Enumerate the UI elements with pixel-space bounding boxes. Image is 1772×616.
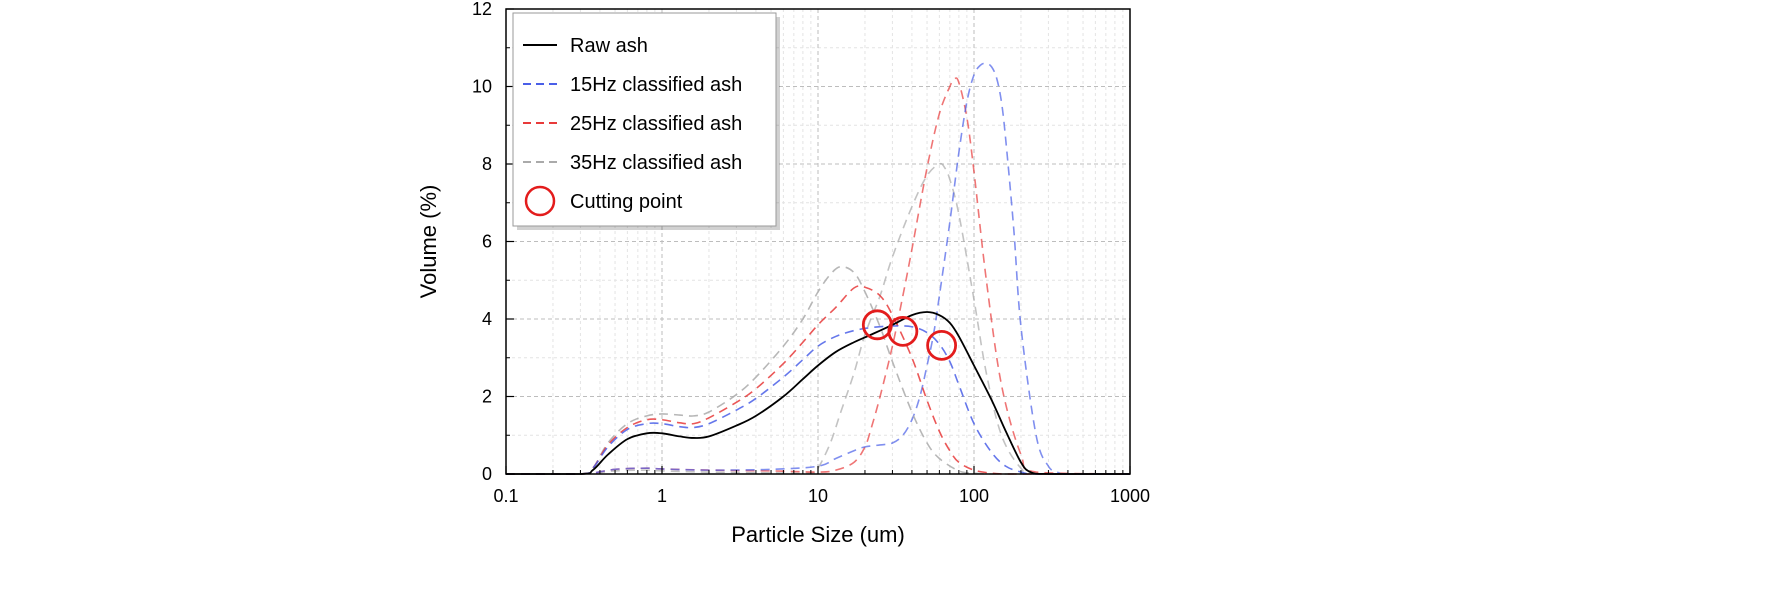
series-line-35hz-classified-ash [506, 265, 1130, 475]
x-axis-title: Particle Size (um) [731, 522, 905, 547]
y-tick-label: 0 [482, 464, 492, 484]
legend-label-cutting-point: Cutting point [570, 191, 683, 213]
y-axis-title: Volume (%) [416, 185, 441, 299]
series-line-raw-ash [506, 311, 1130, 475]
legend-label-raw-ash: Raw ash [570, 35, 648, 57]
legend: Raw ash 15Hz classified ash 25Hz classifie… [512, 12, 780, 230]
legend-box [512, 12, 777, 227]
series-line-15hz-classified-ash [506, 325, 1130, 475]
cutting-point-marker [926, 329, 958, 361]
series-line-25hz-classified-ash [506, 285, 1130, 475]
cutting-point-markers [861, 309, 958, 361]
y-tick-label: 10 [472, 77, 492, 97]
y-tick-label: 2 [482, 387, 492, 407]
x-tick-label: 0.1 [493, 486, 518, 506]
cutting-point-marker [887, 315, 919, 347]
y-tick-label: 12 [472, 0, 492, 19]
y-tick-label: 8 [482, 154, 492, 174]
legend-label-15hz-classified-ash: 15Hz classified ash [570, 74, 742, 96]
x-tick-label: 10 [808, 486, 828, 506]
series-line-curve-6 [506, 162, 1131, 475]
legend-label-35hz-classified-ash: 35Hz classified ash [570, 152, 742, 174]
x-tick-label: 100 [959, 486, 989, 506]
y-tick-label: 4 [482, 309, 492, 329]
legend-label-25hz-classified-ash: 25Hz classified ash [570, 113, 742, 135]
x-tick-label: 1000 [1110, 486, 1150, 506]
x-tick-label: 1 [657, 486, 667, 506]
tick-labels: 0.1 1 10 100 1000 0 2 4 6 8 10 12 [472, 0, 1150, 506]
series-layer [506, 62, 1131, 475]
legend-swatch-cutting-point [524, 185, 556, 217]
y-tick-label: 6 [482, 232, 492, 252]
